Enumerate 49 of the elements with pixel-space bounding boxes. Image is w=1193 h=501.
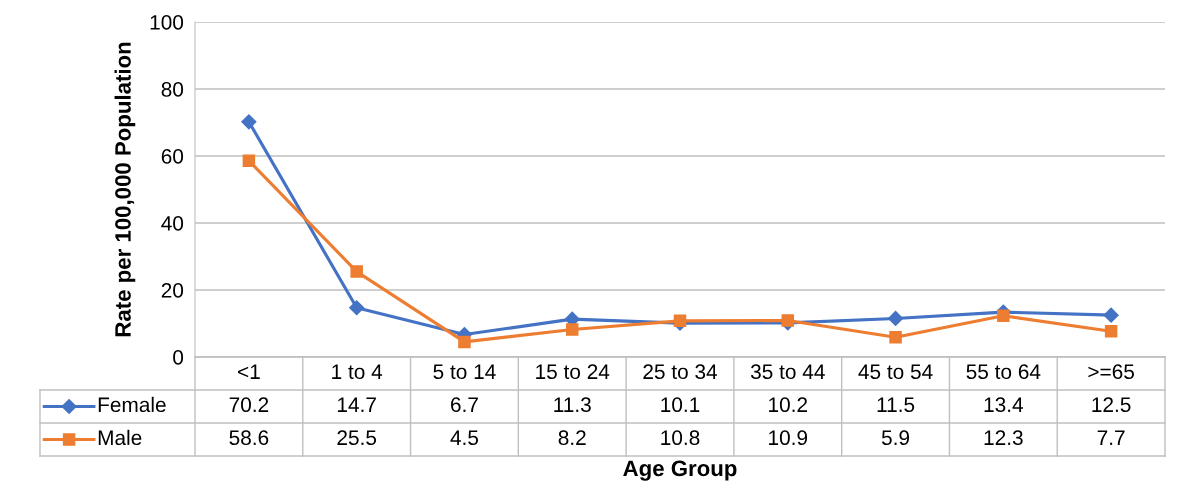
data-label: 12.5 [1092, 397, 1131, 413]
data-label: 58.6 [229, 430, 269, 446]
point [889, 330, 902, 344]
x-tick-label: 15 to 24 [536, 364, 610, 380]
legend-label: Male [98, 429, 142, 446]
data-label: 8.2 [558, 430, 586, 446]
legend-label: Female [98, 396, 166, 413]
point [242, 154, 256, 167]
x-tick-label: 45 to 54 [858, 364, 933, 380]
data-label: 10.8 [661, 430, 700, 446]
y-tick-label: 100 [150, 15, 184, 30]
y-tick-label: 80 [161, 82, 184, 97]
x-tick-label: >=65 [1088, 364, 1134, 380]
data-label: 4.5 [450, 430, 479, 446]
y-tick-label: 20 [161, 283, 184, 298]
data-label: 13.4 [984, 397, 1023, 413]
data-label: 14.7 [337, 397, 376, 412]
x-tick-label: 25 to 34 [643, 364, 718, 380]
y-tick-label: 60 [161, 149, 184, 164]
data-label: 10.2 [769, 397, 808, 413]
point [241, 114, 257, 130]
y-tick-label: 40 [161, 216, 184, 231]
point [349, 300, 365, 316]
data-label: 10.1 [661, 397, 700, 413]
data-label: 6.7 [451, 397, 478, 413]
point [350, 265, 363, 278]
x-tick-label: <1 [238, 364, 260, 379]
point [781, 314, 795, 327]
data-label: 11.5 [877, 397, 915, 413]
data-label: 25.5 [337, 430, 377, 446]
point [1103, 307, 1119, 323]
point [887, 310, 904, 327]
data-label: 70.2 [229, 397, 269, 413]
data-label: 5.9 [881, 430, 910, 446]
data-label: 10.9 [769, 430, 808, 446]
data-label: 7.7 [1097, 430, 1125, 445]
point [997, 309, 1010, 323]
point [458, 335, 471, 349]
point [1104, 324, 1118, 338]
x-tick-label: 1 to 4 [332, 364, 383, 380]
x-tick-label: 35 to 44 [750, 364, 825, 380]
y-tick-label: 0 [173, 350, 184, 365]
data-label: 11.3 [554, 397, 591, 413]
x-tick-label: 55 to 64 [966, 364, 1041, 380]
y-axis-title: Rate per 100,000 Population [114, 42, 136, 337]
data-label: 12.3 [984, 430, 1023, 446]
x-axis-title: Age Group [623, 460, 737, 481]
x-tick-label: 5 to 14 [433, 364, 496, 380]
point [565, 323, 579, 336]
